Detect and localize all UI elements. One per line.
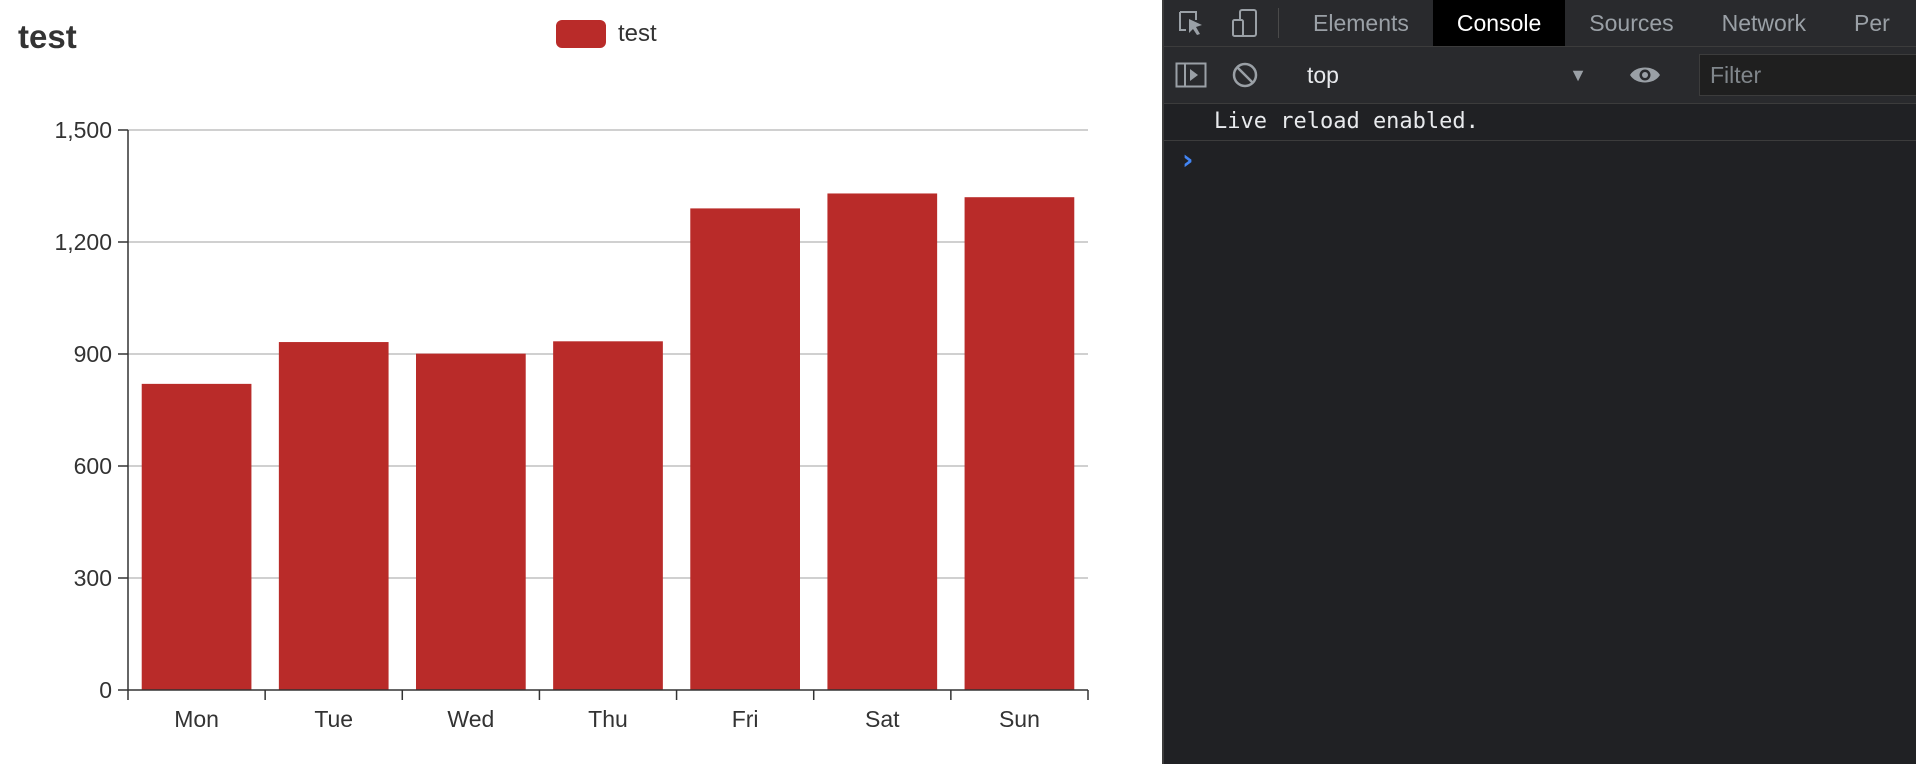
bar-sun[interactable]: [964, 197, 1075, 690]
bar-tue[interactable]: [278, 342, 389, 690]
console-toolbar: top ▼ Filter: [1164, 47, 1916, 104]
devtools-panel: Elements Console Sources Network Per: [1162, 0, 1916, 764]
tab-performance[interactable]: Per: [1854, 9, 1890, 36]
bar-fri[interactable]: [690, 208, 800, 690]
device-toolbar-icon[interactable]: [1218, 0, 1272, 46]
clear-console-icon[interactable]: [1218, 61, 1272, 89]
bar-wed[interactable]: [416, 353, 526, 690]
console-log-message: Live reload enabled.: [1164, 104, 1916, 141]
chart-pane: test test 0 300 600 900 1,200 1,500 Mon Tue Wed T…: [18, 18, 1089, 732]
devtools-tabbar: Elements Console Sources Network Per: [1164, 0, 1916, 47]
y-tick-label: 900: [74, 341, 112, 367]
bar-thu[interactable]: [553, 341, 663, 690]
context-selector[interactable]: top ▼: [1293, 62, 1601, 89]
chart-title: test: [18, 18, 77, 55]
legend-swatch: [556, 20, 606, 48]
x-tick-label: Fri: [732, 706, 759, 732]
show-sidebar-icon[interactable]: [1164, 62, 1218, 88]
toolbar-divider: [1278, 8, 1279, 38]
x-tick-label: Sat: [865, 706, 900, 732]
x-tick-label: Tue: [314, 706, 353, 732]
y-tick-label: 1,500: [54, 117, 112, 143]
y-tick-label: 600: [74, 453, 112, 479]
legend-label: test: [618, 20, 657, 47]
dropdown-caret-icon: ▼: [1569, 64, 1587, 85]
bar-sat[interactable]: [827, 193, 938, 690]
x-tick-label: Thu: [588, 706, 628, 732]
y-tick-label: 1,200: [54, 229, 112, 255]
prompt-chevron-icon: ›: [1182, 142, 1194, 176]
bar-mon[interactable]: [141, 383, 252, 690]
tab-elements[interactable]: Elements: [1313, 9, 1409, 36]
live-expression-eye-icon[interactable]: [1618, 64, 1672, 86]
console-filter-input[interactable]: Filter: [1699, 54, 1916, 96]
console-prompt[interactable]: ›: [1164, 141, 1916, 177]
console-output: Live reload enabled. ›: [1164, 104, 1916, 764]
x-tick-label: Mon: [174, 706, 219, 732]
y-tick-label: 300: [74, 565, 112, 591]
tab-console[interactable]: Console: [1432, 0, 1566, 46]
inspect-element-icon[interactable]: [1164, 0, 1218, 46]
context-value: top: [1307, 61, 1339, 88]
legend-item[interactable]: test: [556, 20, 657, 48]
tab-network[interactable]: Network: [1721, 9, 1806, 36]
tab-sources[interactable]: Sources: [1589, 9, 1674, 36]
x-tick-label: Sun: [999, 706, 1040, 732]
bar-chart: 0 300 600 900 1,200 1,500 Mon Tue Wed Thu Fri Sat Su…: [54, 117, 1089, 732]
x-tick-label: Wed: [447, 706, 494, 732]
y-tick-label: 0: [99, 677, 112, 703]
